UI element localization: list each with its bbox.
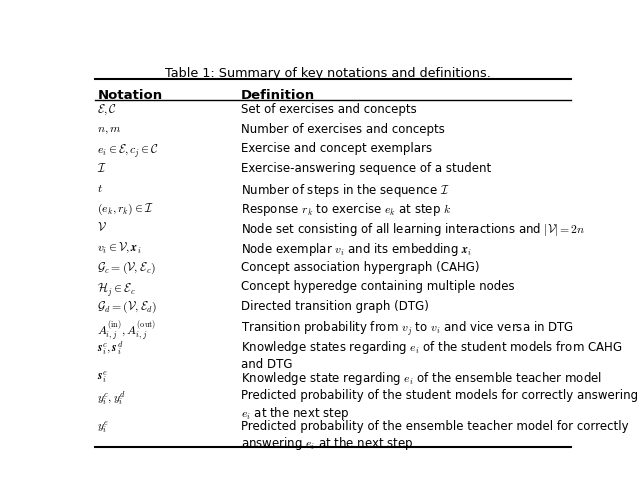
Text: Directed transition graph (DTG): Directed transition graph (DTG)	[241, 300, 429, 313]
Text: Predicted probability of the student models for correctly answering
$e_i$ at the: Predicted probability of the student mod…	[241, 389, 638, 422]
Text: Knowledge states regarding $e_i$ of the student models from CAHG
and DTG: Knowledge states regarding $e_i$ of the …	[241, 339, 623, 371]
Text: $y^e_i$: $y^e_i$	[97, 420, 109, 436]
Text: Transition probability from $v_j$ to $v_i$ and vice versa in DTG: Transition probability from $v_j$ to $v_…	[241, 320, 574, 338]
Text: $\mathcal{H}_j \in \mathcal{E}_c$: $\mathcal{H}_j \in \mathcal{E}_c$	[97, 280, 136, 299]
Text: Definition: Definition	[241, 90, 316, 102]
Text: Response $r_k$ to exercise $e_k$ at step $k$: Response $r_k$ to exercise $e_k$ at step…	[241, 202, 452, 218]
Text: $n, m$: $n, m$	[97, 123, 122, 136]
Text: $A^{(\mathrm{in})}_{i,j}, A^{(\mathrm{out})}_{i,j}$: $A^{(\mathrm{in})}_{i,j}, A^{(\mathrm{ou…	[97, 320, 157, 343]
Text: Notation: Notation	[97, 90, 163, 102]
Text: Knowledge state regarding $e_i$ of the ensemble teacher model: Knowledge state regarding $e_i$ of the e…	[241, 369, 602, 387]
Text: Exercise and concept exemplars: Exercise and concept exemplars	[241, 142, 433, 155]
Text: $\mathcal{V}$: $\mathcal{V}$	[97, 221, 108, 234]
Text: $\mathcal{I}$: $\mathcal{I}$	[97, 162, 108, 175]
Text: $v_i \in \mathcal{V}, \boldsymbol{x}_i$: $v_i \in \mathcal{V}, \boldsymbol{x}_i$	[97, 241, 142, 255]
Text: $\mathcal{G}_d = (\mathcal{V}, \mathcal{E}_d)$: $\mathcal{G}_d = (\mathcal{V}, \mathcal{…	[97, 300, 157, 315]
Text: $\boldsymbol{s}^c_i, \boldsymbol{s}^d_i$: $\boldsymbol{s}^c_i, \boldsymbol{s}^d_i$	[97, 339, 124, 357]
Text: $\mathcal{E}, \mathcal{C}$: $\mathcal{E}, \mathcal{C}$	[97, 103, 117, 118]
Text: Set of exercises and concepts: Set of exercises and concepts	[241, 103, 417, 116]
Text: $y^c_i, y^d_i$: $y^c_i, y^d_i$	[97, 389, 126, 407]
Text: Exercise-answering sequence of a student: Exercise-answering sequence of a student	[241, 162, 492, 175]
Text: $\boldsymbol{s}^e_i$: $\boldsymbol{s}^e_i$	[97, 369, 108, 386]
Text: Node set consisting of all learning interactions and $|\mathcal{V}| = 2n$: Node set consisting of all learning inte…	[241, 221, 586, 238]
Text: Node exemplar $v_i$ and its embedding $\boldsymbol{x}_i$: Node exemplar $v_i$ and its embedding $\…	[241, 241, 472, 258]
Text: $\mathcal{G}_c = (\mathcal{V}, \mathcal{E}_c)$: $\mathcal{G}_c = (\mathcal{V}, \mathcal{…	[97, 261, 156, 276]
Text: Concept hyperedge containing multiple nodes: Concept hyperedge containing multiple no…	[241, 280, 515, 293]
Text: $t$: $t$	[97, 182, 103, 195]
Text: $(e_k, r_k) \in \mathcal{I}$: $(e_k, r_k) \in \mathcal{I}$	[97, 202, 154, 217]
Text: Predicted probability of the ensemble teacher model for correctly
answering $e_i: Predicted probability of the ensemble te…	[241, 420, 629, 452]
Text: Concept association hypergraph (CAHG): Concept association hypergraph (CAHG)	[241, 261, 480, 274]
Text: Number of exercises and concepts: Number of exercises and concepts	[241, 123, 445, 136]
Text: Number of steps in the sequence $\mathcal{I}$: Number of steps in the sequence $\mathca…	[241, 182, 450, 199]
Text: $e_i \in \mathcal{E}, c_j \in \mathcal{C}$: $e_i \in \mathcal{E}, c_j \in \mathcal{C…	[97, 142, 159, 160]
Text: Table 1: Summary of key notations and definitions.: Table 1: Summary of key notations and de…	[165, 67, 491, 80]
